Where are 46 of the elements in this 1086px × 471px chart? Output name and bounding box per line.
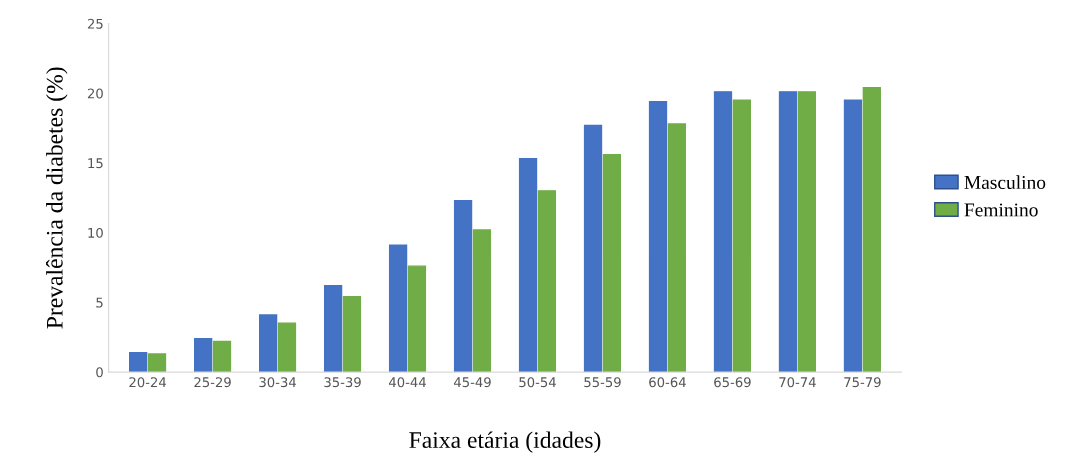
bar bbox=[342, 296, 362, 373]
x-tick-label: 25-29 bbox=[194, 377, 231, 388]
x-tick-label: 65-69 bbox=[714, 377, 751, 388]
bar bbox=[129, 351, 148, 373]
y-axis-title: Prevalência da diabetes (%) bbox=[46, 67, 68, 329]
bar bbox=[778, 91, 798, 373]
bar bbox=[407, 265, 427, 373]
bar bbox=[732, 99, 751, 373]
y-tick-label: 15 bbox=[88, 158, 103, 169]
bar bbox=[472, 229, 492, 373]
x-tick-label: 70-74 bbox=[779, 377, 816, 388]
bar bbox=[667, 123, 687, 373]
y-tick-label: 20 bbox=[87, 88, 103, 99]
x-tick-label: 20-24 bbox=[129, 377, 167, 388]
bar bbox=[843, 99, 863, 373]
bar bbox=[453, 199, 473, 373]
bar bbox=[583, 124, 603, 373]
y-tick-label: 25 bbox=[87, 18, 103, 29]
bar bbox=[194, 337, 213, 373]
x-tick-label: 50-54 bbox=[519, 377, 556, 388]
legend-label: Feminino bbox=[964, 203, 1038, 217]
legend-label: Masculino bbox=[964, 175, 1046, 190]
bar bbox=[258, 314, 278, 373]
bar bbox=[648, 100, 668, 373]
bar bbox=[212, 340, 232, 373]
bar bbox=[537, 190, 557, 373]
x-tick-label: 55-59 bbox=[584, 377, 621, 388]
bar bbox=[147, 353, 167, 373]
x-axis-title: Faixa etária (idades) bbox=[409, 431, 601, 453]
y-tick-label: 10 bbox=[88, 227, 103, 238]
x-tick-label: 40-44 bbox=[388, 377, 426, 388]
x-tick-label: 75-79 bbox=[844, 377, 881, 388]
y-tick-label: 5 bbox=[96, 297, 103, 308]
bar bbox=[602, 153, 622, 373]
bar bbox=[518, 158, 538, 373]
x-tick-label: 30-34 bbox=[259, 377, 296, 388]
bar bbox=[323, 284, 343, 373]
bar bbox=[862, 86, 881, 373]
bar bbox=[277, 322, 297, 373]
x-tick-label: 35-39 bbox=[324, 377, 361, 388]
x-tick-label: 45-49 bbox=[453, 377, 491, 388]
y-tick-label: 0 bbox=[96, 367, 103, 378]
bar bbox=[713, 91, 733, 373]
bar bbox=[388, 244, 408, 373]
x-tick-label: 60-64 bbox=[649, 377, 686, 388]
bar bbox=[797, 91, 816, 373]
